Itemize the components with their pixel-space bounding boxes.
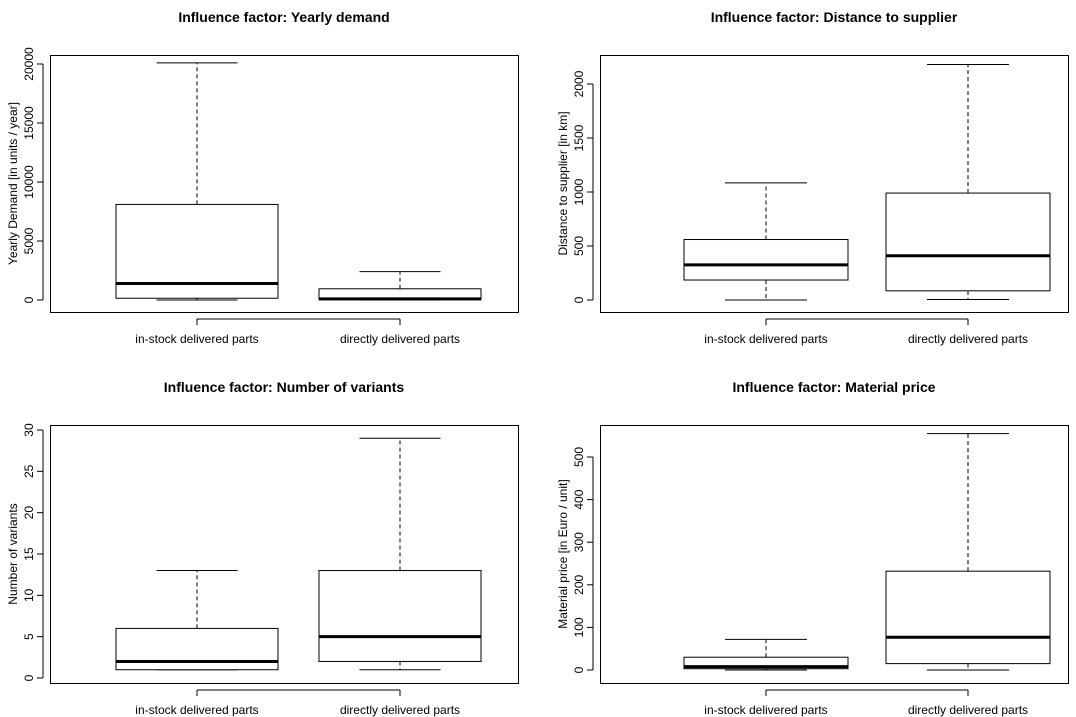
y-tick-label: 10 <box>22 588 36 602</box>
y-axis-label: Number of variants <box>6 503 20 604</box>
x-tick-label: directly delivered parts <box>908 703 1028 717</box>
y-tick-label: 30 <box>22 423 36 437</box>
y-tick-label: 500 <box>572 236 586 256</box>
plot-frame <box>50 425 519 684</box>
y-tick-label: 500 <box>572 447 586 467</box>
plot-frame <box>600 425 1069 684</box>
y-tick-label: 5 <box>22 633 36 640</box>
y-tick-label: 0 <box>22 674 36 681</box>
chart-panel-1: Influence factor: Yearly demand Yearly De… <box>6 9 519 346</box>
y-tick-label: 100 <box>572 617 586 637</box>
y-tick-label: 15000 <box>22 106 36 140</box>
chart-panel-2: Influence factor: Distance to supplier Di… <box>556 9 1069 346</box>
y-tick-label: 15 <box>22 547 36 561</box>
chart-title: Influence factor: Number of variants <box>164 379 405 395</box>
y-tick-label: 20 <box>22 506 36 520</box>
x-tick-label: directly delivered parts <box>908 332 1028 346</box>
y-tick-label: 400 <box>572 489 586 509</box>
y-tick-label: 0 <box>22 296 36 303</box>
box-iqr <box>683 656 849 670</box>
y-tick-label: 25 <box>22 464 36 478</box>
y-axis-label: Distance to supplier [in km] <box>556 111 570 255</box>
y-tick-label: 300 <box>572 532 586 552</box>
y-tick-label: 5000 <box>22 227 36 254</box>
y-axis-label: Material price [in Euro / unit] <box>556 479 570 628</box>
y-tick-label: 1500 <box>572 124 586 151</box>
box-iqr <box>318 570 482 662</box>
x-tick-label: in-stock delivered parts <box>704 703 827 717</box>
x-tick-label: in-stock delivered parts <box>135 332 258 346</box>
chart-title: Influence factor: Yearly demand <box>178 9 389 25</box>
y-tick-label: 0 <box>572 296 586 303</box>
y-tick-label: 2000 <box>572 70 586 97</box>
y-tick-label: 0 <box>572 666 586 673</box>
y-axis-label: Yearly Demand [in units / year] <box>6 102 20 265</box>
y-tick-label: 10000 <box>22 165 36 199</box>
y-tick-label: 200 <box>572 574 586 594</box>
chart-title: Influence factor: Material price <box>732 379 935 395</box>
box-iqr <box>115 627 279 671</box>
x-tick-label: directly delivered parts <box>340 332 460 346</box>
box-iqr <box>885 570 1051 665</box>
chart-title: Influence factor: Distance to supplier <box>711 9 958 25</box>
x-tick-label: in-stock delivered parts <box>135 703 258 717</box>
chart-panel-3: Influence factor: Number of variants Numb… <box>6 379 519 717</box>
chart-panel-4: Influence factor: Material price Material… <box>556 379 1069 717</box>
x-tick-label: directly delivered parts <box>340 703 460 717</box>
plot-frame <box>50 55 519 313</box>
plot-frame <box>600 55 1069 313</box>
box-iqr <box>885 192 1051 292</box>
y-tick-label: 1000 <box>572 178 586 205</box>
x-tick-label: in-stock delivered parts <box>704 332 827 346</box>
box-iqr <box>683 239 849 281</box>
y-tick-label: 20000 <box>22 47 36 81</box>
